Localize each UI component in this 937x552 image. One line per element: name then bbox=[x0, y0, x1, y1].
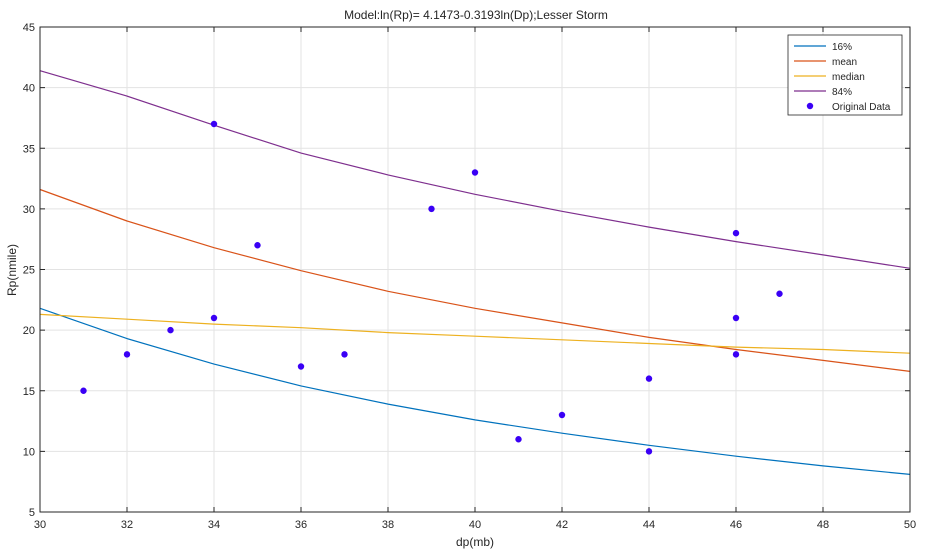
data-point bbox=[776, 290, 783, 297]
x-tick-label: 46 bbox=[730, 519, 742, 531]
data-point bbox=[428, 205, 435, 213]
legend-label: median bbox=[832, 72, 865, 83]
x-tick-label: 38 bbox=[382, 519, 394, 531]
x-tick-label: 30 bbox=[34, 519, 46, 531]
axis-ticks: 30 32 34 36 38 40 42 44 46 48 50 5 10 15 20 25 30 35 40 45 bbox=[23, 22, 916, 531]
y-tick-label: 45 bbox=[23, 22, 35, 34]
data-point bbox=[210, 314, 218, 322]
data-point bbox=[645, 375, 653, 382]
series-line-16% bbox=[39, 307, 911, 475]
legend-label: mean bbox=[832, 57, 857, 68]
x-tick-label: 42 bbox=[556, 519, 568, 531]
y-tick-label: 40 bbox=[23, 83, 35, 95]
x-tick-label: 50 bbox=[904, 519, 916, 531]
chart-title: Model:ln(Rp)= 4.1473-0.3193ln(Dp);Lesser… bbox=[344, 8, 608, 22]
x-tick-label: 48 bbox=[817, 519, 829, 531]
x-tick-label: 36 bbox=[295, 519, 307, 531]
data-point bbox=[471, 169, 479, 176]
data-point bbox=[210, 120, 218, 128]
legend-label: 16% bbox=[832, 42, 852, 53]
data-point bbox=[558, 411, 566, 419]
y-axis-label: Rp(nmile) bbox=[5, 244, 19, 296]
y-tick-label: 30 bbox=[23, 204, 35, 216]
data-point bbox=[515, 436, 522, 443]
data-point bbox=[123, 351, 131, 358]
y-tick-label: 10 bbox=[23, 446, 35, 458]
legend-swatch-original-data bbox=[806, 102, 814, 110]
series-line-median bbox=[39, 313, 911, 354]
original-data-points bbox=[80, 120, 783, 455]
y-tick-label: 15 bbox=[23, 386, 35, 398]
y-tick-label: 35 bbox=[23, 143, 35, 155]
legend-label: Original Data bbox=[832, 102, 891, 113]
x-tick-label: 40 bbox=[469, 519, 481, 531]
data-point bbox=[732, 314, 740, 322]
data-point bbox=[645, 448, 653, 455]
x-axis-label: dp(mb) bbox=[456, 535, 494, 549]
series-line-mean bbox=[39, 188, 911, 372]
y-tick-label: 5 bbox=[29, 507, 35, 519]
series-line-84% bbox=[39, 70, 911, 269]
legend-label: 84% bbox=[832, 87, 852, 98]
data-point bbox=[254, 242, 261, 249]
x-tick-label: 34 bbox=[208, 519, 220, 531]
data-point bbox=[167, 326, 174, 334]
series-lines bbox=[39, 70, 911, 475]
legend-box bbox=[787, 34, 903, 116]
data-point bbox=[297, 363, 305, 370]
data-point bbox=[341, 351, 348, 358]
data-point bbox=[80, 387, 87, 394]
x-tick-label: 44 bbox=[643, 519, 655, 531]
y-tick-label: 20 bbox=[23, 325, 35, 337]
legend: 16% mean median 84% Original Data bbox=[787, 34, 903, 116]
y-tick-label: 25 bbox=[23, 265, 35, 277]
x-tick-label: 32 bbox=[121, 519, 133, 531]
data-point bbox=[732, 229, 740, 237]
data-point bbox=[732, 351, 740, 358]
